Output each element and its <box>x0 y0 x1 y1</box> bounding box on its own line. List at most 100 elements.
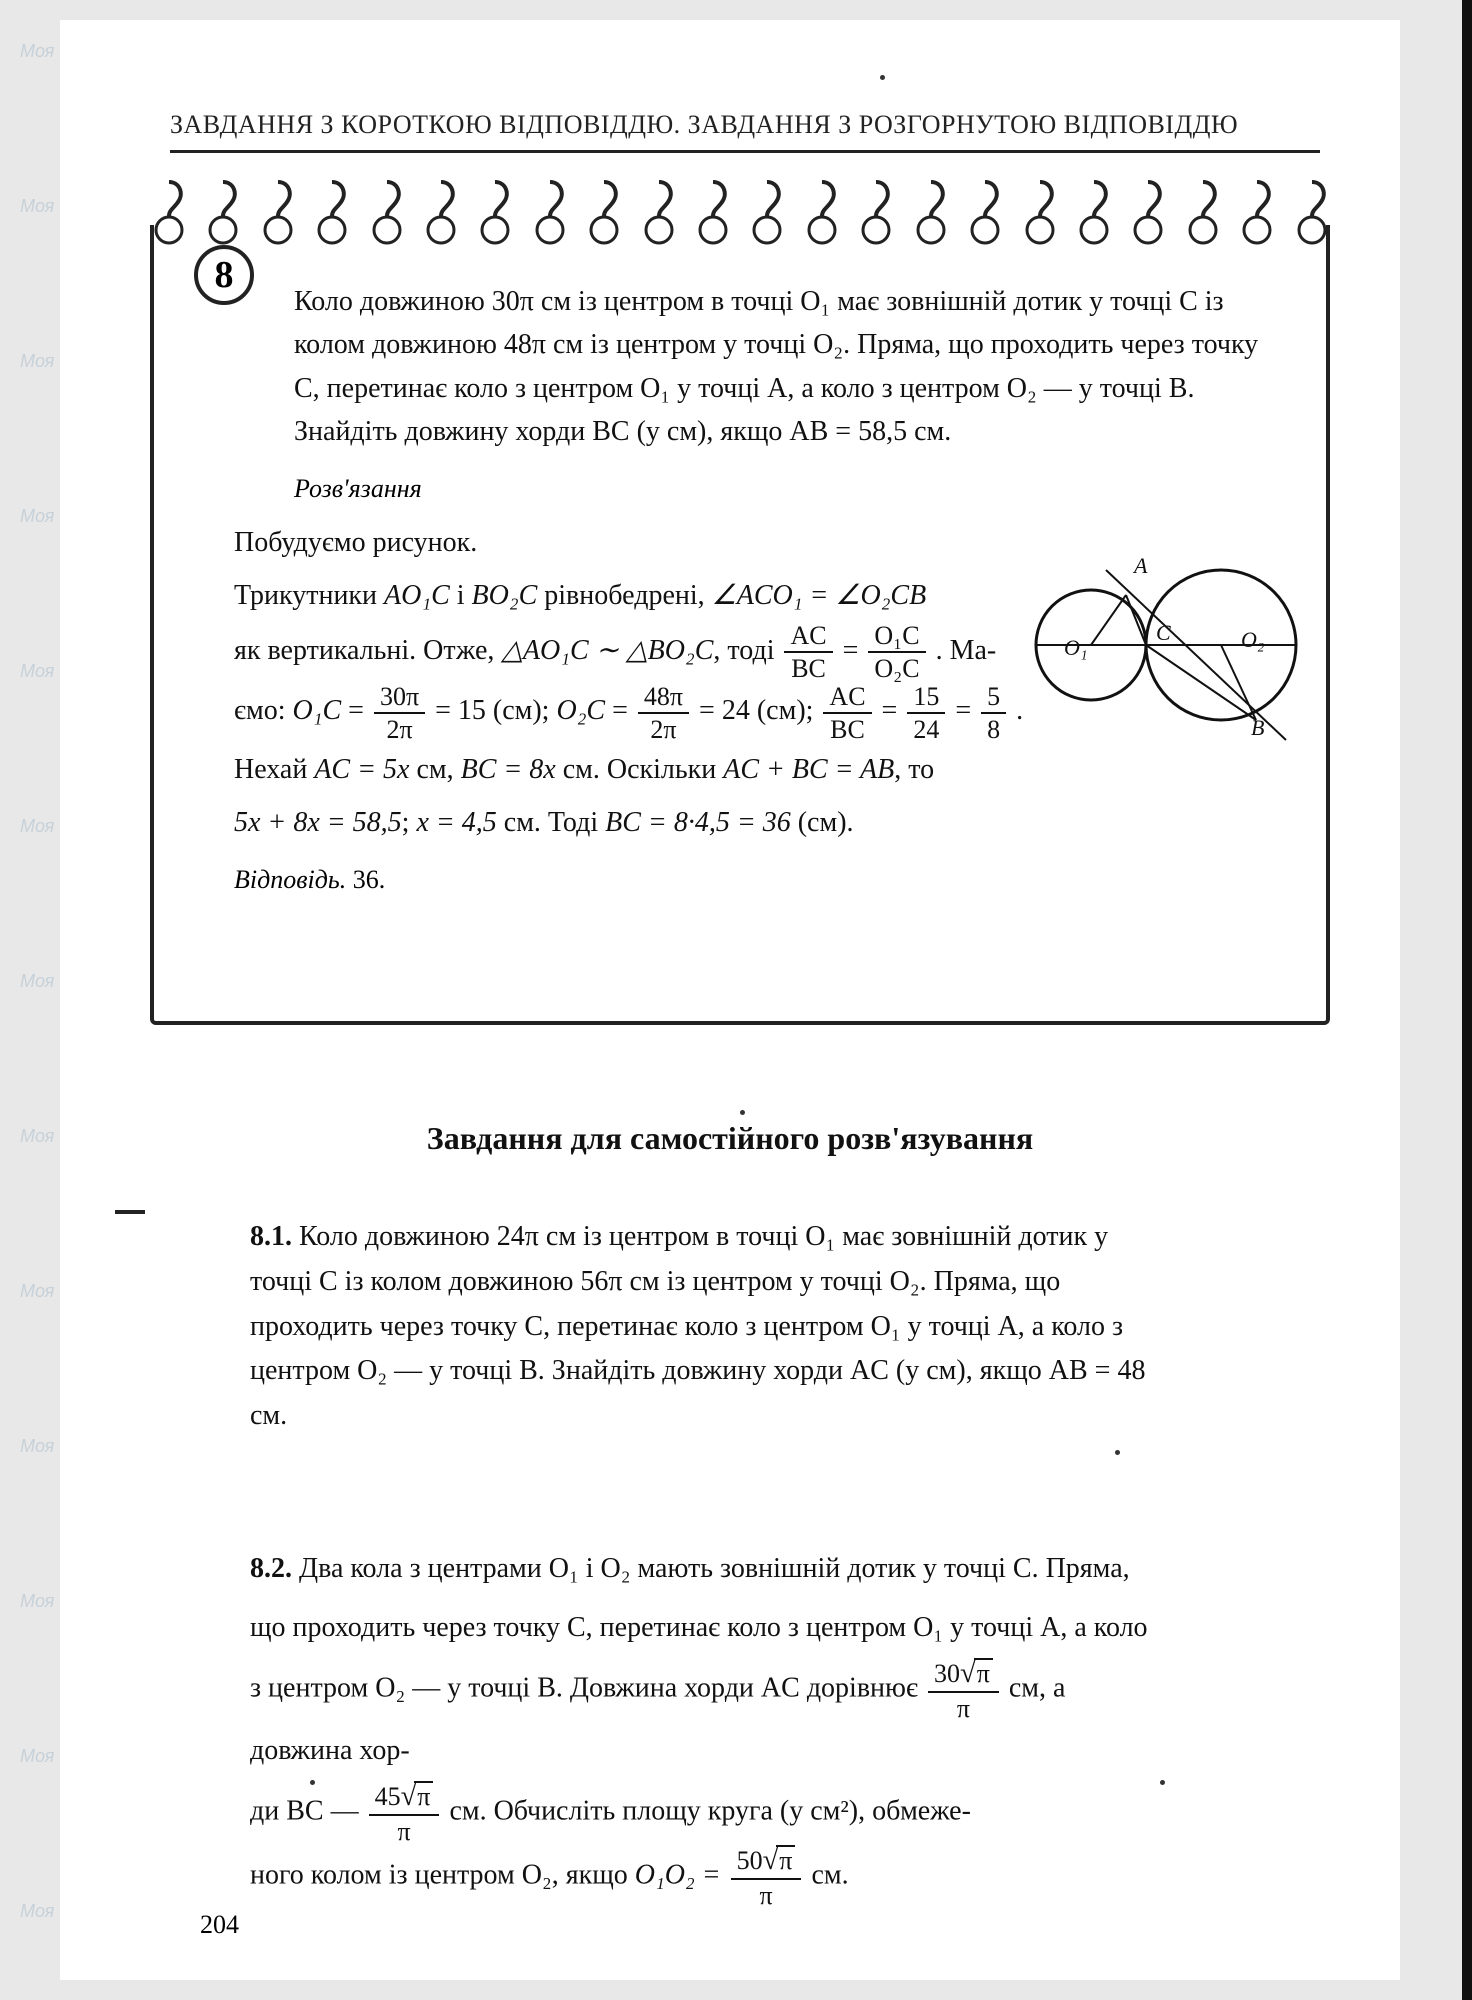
task-number: 8.2. <box>250 1553 292 1584</box>
den: π <box>369 1816 440 1845</box>
txt: см. Оскільки <box>556 754 724 785</box>
num: 48π <box>638 683 689 714</box>
num: 50√π <box>731 1845 802 1880</box>
geometry-diagram: A O₁ C O₂ B <box>1016 535 1306 755</box>
num: 45√π <box>369 1781 440 1816</box>
txt: Трикутники <box>234 580 384 611</box>
fraction: 1524 <box>907 683 945 744</box>
txt: і <box>450 580 472 611</box>
math: AC + BC = AB <box>723 754 894 785</box>
fraction: 48π2π <box>638 683 689 744</box>
den: 2π <box>374 714 425 743</box>
den: 24 <box>907 714 945 743</box>
txt: як вертикальні. Отже, <box>234 635 501 666</box>
task-text: ного колом із центром O₂, якщо <box>250 1860 635 1891</box>
self-tasks-title: Завдання для самостійного розв'язування <box>60 1120 1400 1157</box>
page-sheet: ЗАВДАННЯ З КОРОТКОЮ ВІДПОВІДДЮ. ЗАВДАННЯ… <box>60 20 1400 1980</box>
solution-label: Розв'язання <box>294 474 1286 504</box>
den: BC <box>823 714 871 743</box>
txt: . Ма- <box>936 635 997 666</box>
sol-line: 5x + 8x = 58,5; x = 4,5 см. Тоді BC = 8·… <box>234 807 854 838</box>
fraction: ACBC <box>823 683 871 744</box>
dust-speck <box>310 1780 315 1785</box>
answer-line: Відповідь. 36. <box>234 865 1286 895</box>
num: 15 <box>907 683 945 714</box>
answer-label: Відповідь. <box>234 865 346 894</box>
svg-text:O₂: O₂ <box>1241 627 1265 652</box>
den: π <box>731 1880 802 1909</box>
num: AC <box>823 683 871 714</box>
task-text: Коло довжиною 24π см із центром в точці … <box>250 1221 1145 1431</box>
math: BC = 8x <box>461 754 556 785</box>
den: BC <box>784 653 832 682</box>
fraction: 50√π π <box>731 1845 802 1909</box>
fraction: 30√π π <box>928 1658 999 1722</box>
fraction: 45√π π <box>369 1781 440 1845</box>
den: π <box>928 1693 999 1722</box>
fraction: ACBC <box>784 622 832 683</box>
txt: см. Тоді <box>497 807 605 838</box>
sol-line: як вертикальні. Отже, △AO₁C ∼ △BO₂C, тод… <box>234 635 996 666</box>
txt: (см). <box>791 807 854 838</box>
sol-line: ємо: O₁C = 30π2π = 15 (см); O₂C = 48π2π … <box>234 695 1023 726</box>
svg-text:B: B <box>1251 715 1264 740</box>
scan-edge <box>1462 0 1472 2000</box>
txt: (см); <box>757 695 821 726</box>
num: 30√π <box>928 1658 999 1693</box>
svg-text:O₁: O₁ <box>1064 635 1088 660</box>
math: O₁O₂ = <box>635 1860 721 1891</box>
task-text: см. <box>811 1860 848 1891</box>
txt: ємо: <box>234 695 293 726</box>
math: BO₂C <box>472 580 538 611</box>
fraction: 30π2π <box>374 683 425 744</box>
dust-speck <box>740 1110 745 1115</box>
dust-speck <box>1115 1450 1120 1455</box>
example-number-badge: 8 <box>194 245 254 305</box>
txt: (см); <box>493 695 557 726</box>
sol-line: Трикутники AO₁C і BO₂C рівнобедрені, ∠AC… <box>234 580 926 611</box>
math: BC = 8·4,5 = 36 <box>605 807 791 838</box>
task-text: ди BC — <box>250 1795 366 1826</box>
num: 30π <box>374 683 425 714</box>
math: AC = 5x <box>314 754 409 785</box>
num: AC <box>784 622 832 653</box>
solution-body: Побудуємо рисунок. Трикутники AO₁C і BO₂… <box>234 516 1054 850</box>
dust-speck <box>1160 1780 1165 1785</box>
num: O₁C <box>868 622 925 653</box>
task-8-1: 8.1. Коло довжиною 24π см із центром в т… <box>250 1215 1150 1439</box>
problem-statement: Коло довжиною 30π см із центром в точці … <box>294 280 1286 454</box>
val: = 24 <box>699 695 750 726</box>
fraction: O₁CO₂C <box>868 622 925 683</box>
math: 5x + 8x = 58,5 <box>234 807 402 838</box>
task-8-2: 8.2. Два кола з центрами O₁ і O₂ мають з… <box>250 1540 1150 1909</box>
svg-text:A: A <box>1132 553 1148 578</box>
page-number: 204 <box>200 1910 239 1940</box>
math: x = 4,5 <box>416 807 496 838</box>
task-text: см. Обчисліть площу круга (у см²), обмеж… <box>449 1795 971 1826</box>
sol-line: Побудуємо рисунок. <box>234 527 477 558</box>
txt: см, <box>409 754 460 785</box>
math: ∠ACO₁ = ∠O₂CB <box>712 580 927 611</box>
dust-speck <box>880 75 885 80</box>
txt: ; <box>402 807 417 838</box>
txt: Нехай <box>234 754 314 785</box>
num: 5 <box>981 683 1006 714</box>
example-card: 8 Коло довжиною 30π см із центром в точц… <box>150 225 1330 1025</box>
den: 2π <box>638 714 689 743</box>
math: AO₁C <box>384 580 450 611</box>
den: 8 <box>981 714 1006 743</box>
sol-line: Нехай AC = 5x см, BC = 8x см. Оскільки A… <box>234 754 934 785</box>
txt: рівнобедрені, <box>537 580 711 611</box>
math: △AO₁C ∼ △BO₂C <box>501 635 713 666</box>
txt: , то <box>894 754 934 785</box>
svg-text:C: C <box>1156 620 1171 645</box>
val: = 15 <box>435 695 486 726</box>
fraction: 58 <box>981 683 1006 744</box>
den: O₂C <box>868 653 925 682</box>
task-number: 8.1. <box>250 1221 292 1252</box>
page-header: ЗАВДАННЯ З КОРОТКОЮ ВІДПОВІДДЮ. ЗАВДАННЯ… <box>170 110 1238 140</box>
header-rule <box>170 150 1320 153</box>
txt: , тоді <box>713 635 781 666</box>
margin-dash <box>115 1210 145 1214</box>
answer-value: 36. <box>353 865 386 894</box>
